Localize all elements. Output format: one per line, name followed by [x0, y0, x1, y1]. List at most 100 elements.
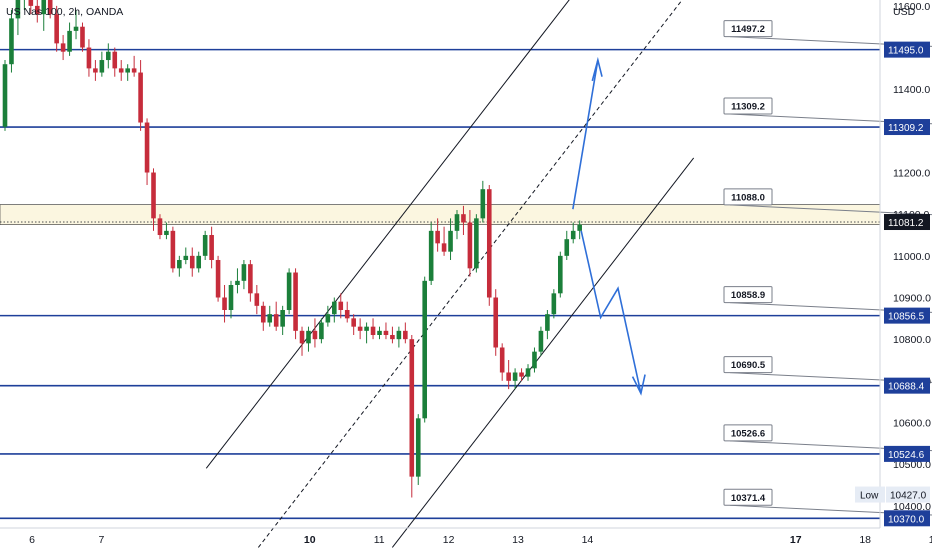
currency-label: USD: [893, 6, 916, 18]
time-tick-7: 17: [790, 534, 802, 546]
price-tag-4-bg: [884, 445, 930, 462]
note-pointer-0: [729, 36, 932, 47]
note-pointer-5: [729, 440, 932, 452]
channel-upper-line: [205, 0, 570, 469]
note-label-5: 10526.6: [731, 428, 765, 439]
candle-body-28: [183, 255, 189, 261]
candle-body-51: [332, 301, 337, 315]
candle-body-73: [474, 218, 479, 269]
note-pointer-1: [729, 113, 932, 125]
candle-body-59: [383, 330, 389, 335]
candle-body-13: [86, 47, 92, 69]
price-tick-5: 10900.0: [893, 293, 931, 305]
candle-body-46: [299, 330, 305, 344]
projection-up-arrowhead: [591, 56, 603, 82]
candle-body-16: [106, 51, 111, 61]
time-tick-4: 12: [443, 534, 455, 546]
candle-body-56: [364, 326, 369, 331]
candle-body-64: [415, 418, 421, 477]
candle-body-48: [312, 330, 318, 340]
price-tag-2-bg: [884, 307, 930, 324]
candle-body-33: [215, 260, 221, 298]
candle-body-1: [9, 18, 14, 65]
candle-body-38: [248, 264, 253, 294]
candle-body-58: [377, 330, 382, 335]
candle-body-74: [480, 189, 486, 219]
note-box-6: [723, 488, 773, 506]
candle-body-50: [325, 314, 331, 323]
candle-body-61: [396, 330, 402, 340]
price-tick-1: 10500.0: [893, 459, 931, 471]
candle-body-36: [235, 280, 240, 286]
candle-body-12: [80, 26, 85, 48]
time-tick-6: 14: [582, 534, 594, 546]
candle-body-29: [189, 255, 195, 269]
price-tick-2: 10600.0: [893, 417, 931, 429]
candle-body-17: [112, 51, 118, 69]
price-tick-4: 10800.0: [893, 334, 931, 346]
candle-body-37: [241, 264, 247, 281]
note-pointer-4: [729, 372, 932, 383]
note-pointer-3: [729, 302, 932, 313]
candle-body-26: [170, 230, 176, 269]
time-tick-8: 18: [859, 534, 871, 546]
candle-body-39: [254, 293, 260, 306]
candle-body-86: [558, 255, 563, 294]
note-pointer-2: [729, 204, 932, 216]
candlestick-series: [2, 0, 582, 498]
candle-body-62: [403, 330, 408, 340]
candle-body-77: [499, 347, 505, 373]
time-tick-5: 13: [512, 534, 524, 546]
note-box-3: [723, 286, 773, 304]
candle-body-2: [15, 0, 21, 19]
candle-body-87: [564, 239, 570, 256]
price-tick-8: 11200.0: [893, 168, 930, 180]
price-axis[interactable]: 10400.010500.010600.010700.010800.010900…: [855, 0, 931, 528]
candle-body-54: [351, 318, 356, 327]
candle-body-81: [525, 368, 531, 377]
candle-body-65: [422, 280, 428, 419]
candle-body-24: [157, 218, 163, 236]
time-axis[interactable]: 671011121314171819202124: [0, 527, 932, 546]
price-tag-5-text: 10370.0: [888, 514, 925, 525]
candle-body-21: [138, 72, 143, 123]
candle-body-35: [228, 285, 234, 310]
candle-body-19: [125, 68, 130, 73]
candle-body-6: [41, 0, 47, 15]
candle-body-78: [506, 372, 511, 381]
note-box-2: [723, 188, 773, 206]
candle-body-30: [196, 255, 202, 269]
resistance-zone: [0, 204, 881, 225]
candle-body-63: [409, 339, 415, 477]
note-box-1: [723, 97, 773, 115]
candle-body-27: [177, 260, 182, 269]
time-tick-3: 11: [374, 534, 385, 546]
candle-body-79: [512, 372, 518, 381]
candle-body-89: [577, 224, 582, 231]
candle-body-82: [532, 351, 537, 369]
chart-title: US Nas 100, 2h, OANDA: [6, 6, 123, 18]
price-tag-4-text: 10524.6: [888, 450, 925, 461]
candle-body-71: [461, 214, 466, 223]
candle-body-42: [273, 314, 279, 327]
candle-body-88: [570, 230, 576, 240]
candle-body-22: [144, 122, 150, 173]
price-tick-0: 10400.0: [893, 501, 931, 513]
candle-body-69: [448, 230, 453, 252]
current-price-tag-text: 11081.2: [888, 218, 924, 229]
candle-body-49: [319, 322, 324, 340]
candle-body-14: [93, 68, 98, 73]
candle-body-72: [467, 222, 473, 269]
candle-body-23: [151, 172, 156, 219]
note-box-5: [723, 424, 773, 442]
projection-down-line: [580, 230, 642, 394]
trend-channel: [205, 0, 695, 548]
candle-body-11: [73, 26, 79, 31]
candle-body-76: [493, 297, 499, 348]
candle-body-44: [286, 272, 292, 310]
candle-body-4: [28, 0, 34, 6]
price-tag-1-text: 11309.2: [888, 123, 924, 134]
note-label-1: 11309.2: [731, 102, 765, 113]
